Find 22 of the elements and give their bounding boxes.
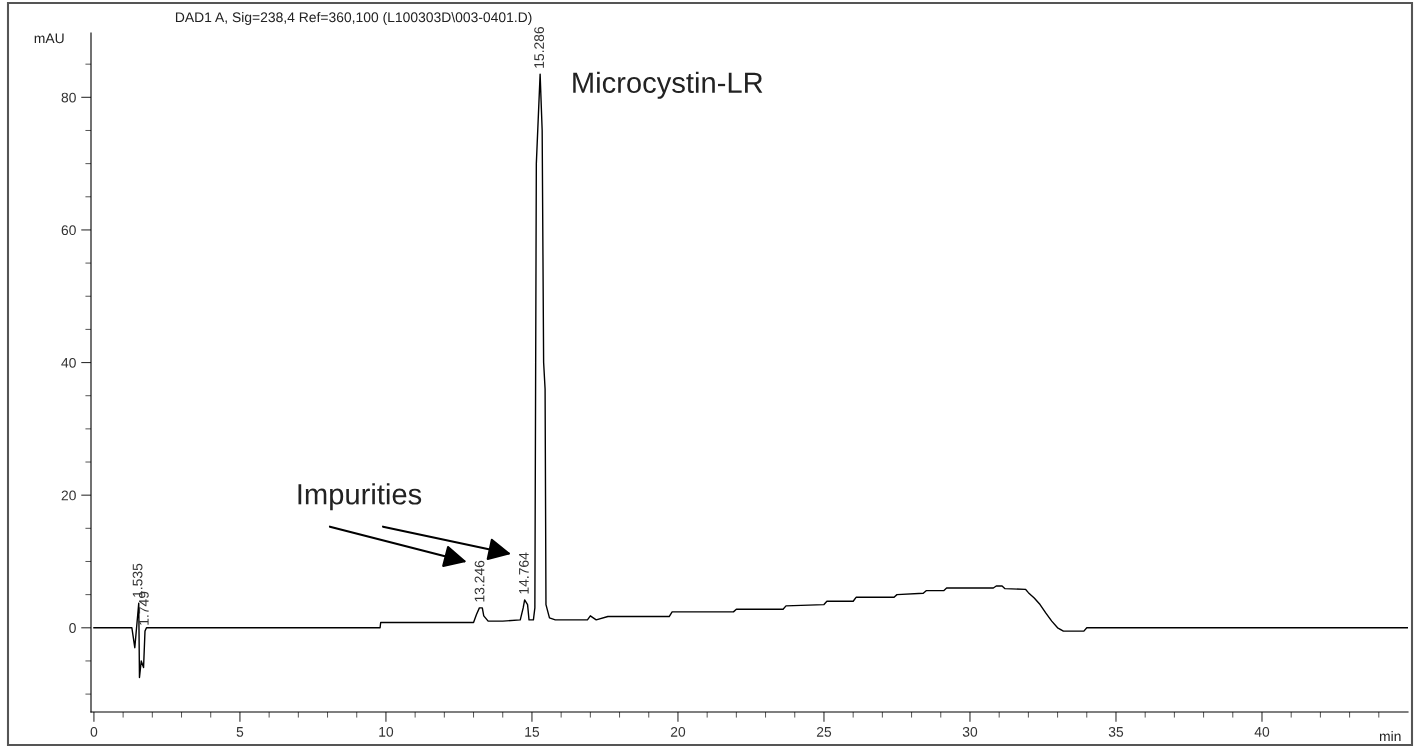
x-tick-label: 10 — [379, 726, 394, 737]
y-tick-label: 60 — [61, 225, 76, 236]
x-tick-label: 40 — [1254, 726, 1270, 737]
annotation: 15.286 — [534, 26, 545, 68]
x-axis-title: min — [1379, 731, 1401, 742]
annotation: 14.764 — [518, 552, 529, 594]
y-tick-label: 80 — [61, 92, 76, 103]
x-tick-label: 25 — [816, 726, 832, 737]
x-tick-label: 35 — [1108, 726, 1124, 737]
x-tick-label: 20 — [670, 726, 686, 737]
y-tick-label: 20 — [61, 490, 76, 501]
x-tick-label: 0 — [90, 726, 98, 737]
x-tick-label: 30 — [962, 726, 978, 737]
x-tick-label: 5 — [236, 727, 244, 737]
y-tick-label: 0 — [69, 623, 76, 633]
y-tick-label: 40 — [61, 357, 76, 368]
y-axis-title: mAU — [34, 33, 64, 44]
annotation: Microcystin-LR — [573, 71, 763, 99]
chart-title: DAD1 A, Sig=238,4 Ref=360,100 (L100303D\003-0401.D) — [175, 12, 532, 25]
annotation: 13.246 — [474, 560, 485, 602]
annotation: Impurities — [298, 483, 422, 511]
x-tick-label: 15 — [525, 727, 540, 737]
